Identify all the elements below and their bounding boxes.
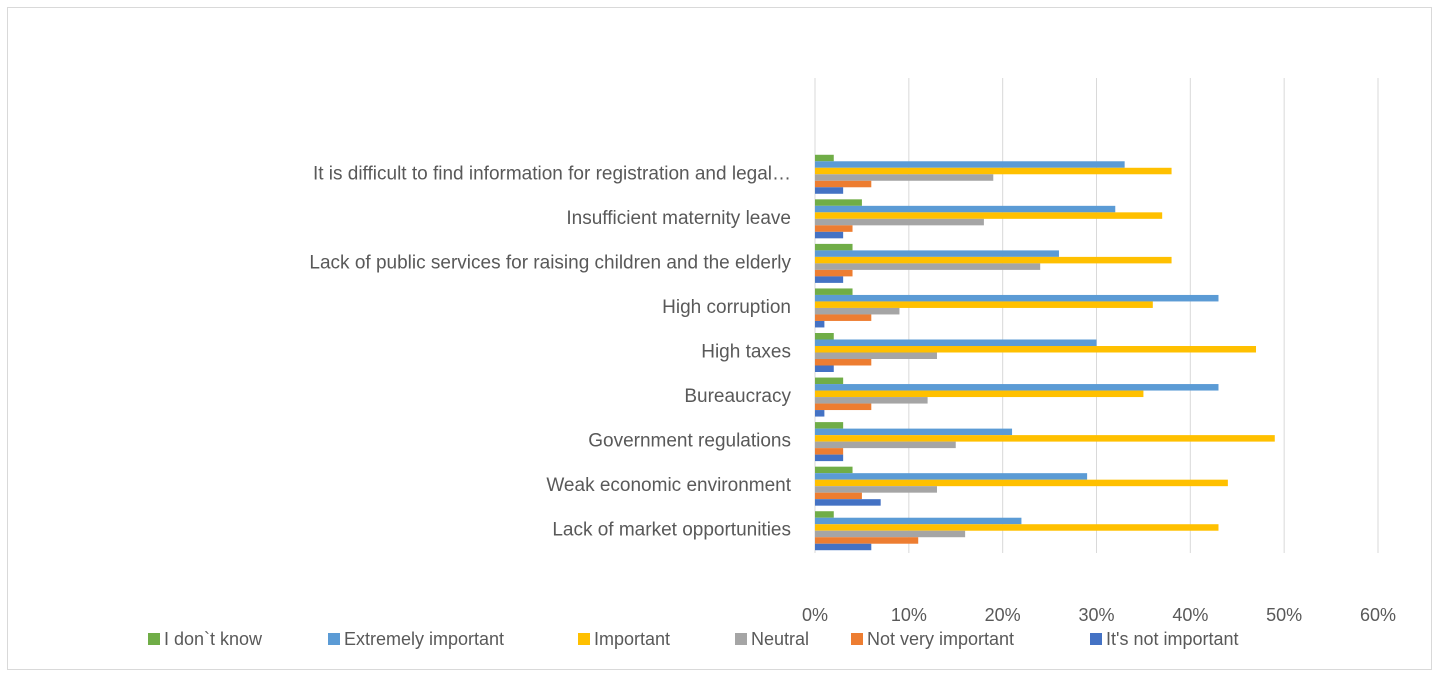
bar: [815, 428, 1013, 436]
bar: [815, 301, 1153, 308]
bar: [815, 320, 825, 328]
bar: [815, 410, 825, 417]
y-tick-label: Lack of market opportunities: [552, 520, 791, 541]
legend-swatch: [578, 633, 590, 645]
y-tick-label: High corruption: [662, 297, 791, 318]
bar: [815, 486, 937, 493]
bar: [815, 307, 900, 315]
legend-label: Important: [594, 629, 670, 649]
bar: [815, 403, 872, 411]
bar: [815, 524, 1219, 531]
bar: [815, 250, 1059, 257]
bar: [815, 333, 834, 340]
bar: [815, 384, 1219, 391]
legend-label: Neutral: [751, 629, 809, 649]
bar: [815, 422, 844, 429]
bar: [815, 212, 1163, 219]
y-tick-label: Bureaucracy: [684, 386, 791, 407]
bar: [815, 435, 1275, 442]
bar: [815, 314, 872, 321]
bar: [815, 492, 862, 500]
bar: [815, 205, 1116, 213]
legend-swatch: [1090, 633, 1102, 645]
bar: [815, 243, 853, 251]
bar: [815, 517, 1022, 525]
bar: [815, 441, 956, 449]
bar: [815, 167, 1172, 175]
y-tick-label: It is difficult to find information for …: [313, 163, 791, 184]
bar: [815, 530, 966, 538]
bar: [815, 377, 844, 385]
bar: [815, 499, 881, 506]
bar: [815, 231, 844, 239]
legend-swatch: [148, 633, 160, 645]
bar: [815, 537, 919, 544]
bar: [815, 256, 1172, 264]
legend-label: Extremely important: [344, 629, 504, 649]
legend-label: Not very important: [867, 629, 1014, 649]
x-tick-label: 30%: [1078, 605, 1114, 625]
bar: [815, 263, 1041, 270]
bar: [815, 154, 834, 162]
bar: [815, 359, 872, 366]
y-tick-label: Lack of public services for raising chil…: [309, 252, 791, 273]
bar: [815, 466, 853, 474]
bar: [815, 339, 1097, 346]
x-tick-label: 0%: [802, 605, 828, 625]
bar: [815, 269, 853, 277]
chart-border: [7, 7, 1432, 670]
bar: [815, 454, 844, 462]
bar: [815, 288, 853, 295]
bar: [815, 187, 844, 194]
legend-swatch: [851, 633, 863, 645]
bar: [815, 543, 872, 551]
x-tick-label: 50%: [1266, 605, 1302, 625]
x-tick-label: 10%: [891, 605, 927, 625]
bar: [815, 365, 834, 372]
y-tick-label: Weak economic environment: [546, 475, 791, 496]
bar: [815, 225, 853, 232]
bar: [815, 294, 1219, 302]
bar: [815, 276, 844, 283]
legend-swatch: [735, 633, 747, 645]
x-tick-label: 20%: [985, 605, 1021, 625]
bar: [815, 161, 1125, 168]
legend-label: I don`t know: [164, 629, 263, 649]
bar: [815, 180, 872, 188]
x-tick-label: 60%: [1360, 605, 1396, 625]
bar: [815, 511, 834, 518]
bar: [815, 448, 844, 455]
y-tick-label: Insufficient maternity leave: [566, 208, 791, 229]
bar: [815, 218, 984, 226]
bar: [815, 390, 1144, 398]
y-tick-label: Government regulations: [588, 431, 791, 452]
x-tick-label: 40%: [1172, 605, 1208, 625]
bar: [815, 479, 1228, 487]
bar: [815, 473, 1088, 480]
legend-swatch: [328, 633, 340, 645]
bar: [815, 352, 937, 359]
bar: [815, 397, 928, 404]
legend-label: It's not important: [1106, 629, 1239, 649]
bar: [815, 346, 1257, 353]
y-tick-label: High taxes: [701, 342, 791, 363]
bar: [815, 174, 994, 181]
bar: [815, 199, 862, 206]
